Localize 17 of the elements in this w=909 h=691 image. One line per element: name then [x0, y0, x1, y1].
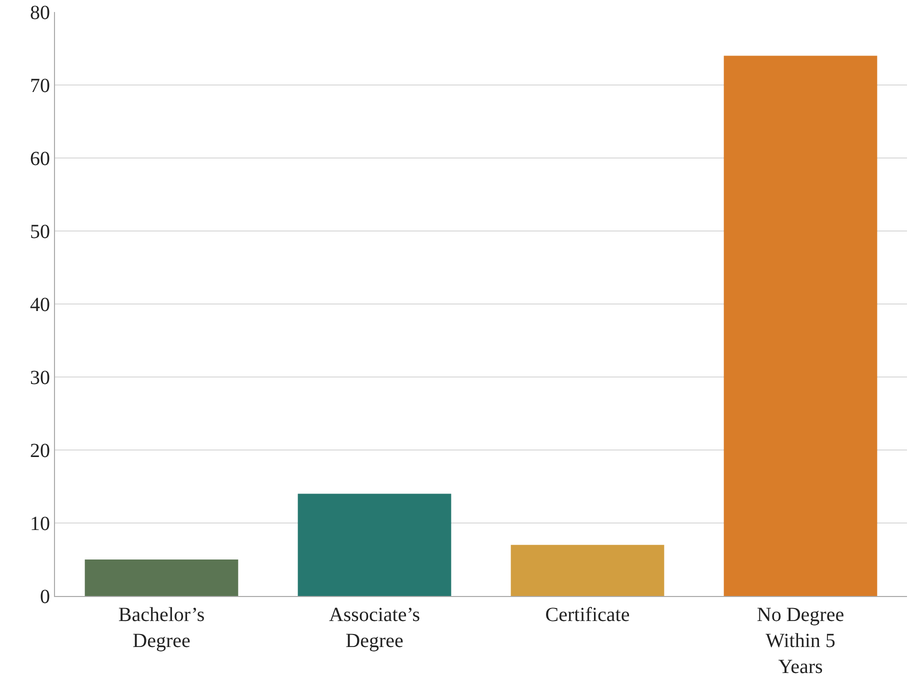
- bar: [84, 560, 238, 596]
- x-tick-label: Bachelor’s Degree: [118, 604, 205, 652]
- y-tick-label: 70: [30, 75, 50, 97]
- y-tick-label: 40: [30, 294, 50, 316]
- bar: [298, 494, 452, 596]
- bar: [510, 544, 664, 596]
- y-tick-label: 50: [30, 221, 50, 243]
- x-tick-label: Certificate: [545, 604, 630, 626]
- y-tick-label: 10: [30, 513, 50, 535]
- x-tick-label: No Degree Within 5 Years: [756, 604, 844, 678]
- bar: [724, 56, 878, 596]
- y-tick-label: 0: [40, 586, 50, 608]
- y-tick-label: 30: [30, 367, 50, 389]
- y-tick-label: 20: [30, 440, 50, 462]
- y-tick-label: 80: [30, 2, 50, 24]
- x-tick-label: Associate’s Degree: [328, 604, 420, 652]
- y-tick-label: 60: [30, 148, 50, 170]
